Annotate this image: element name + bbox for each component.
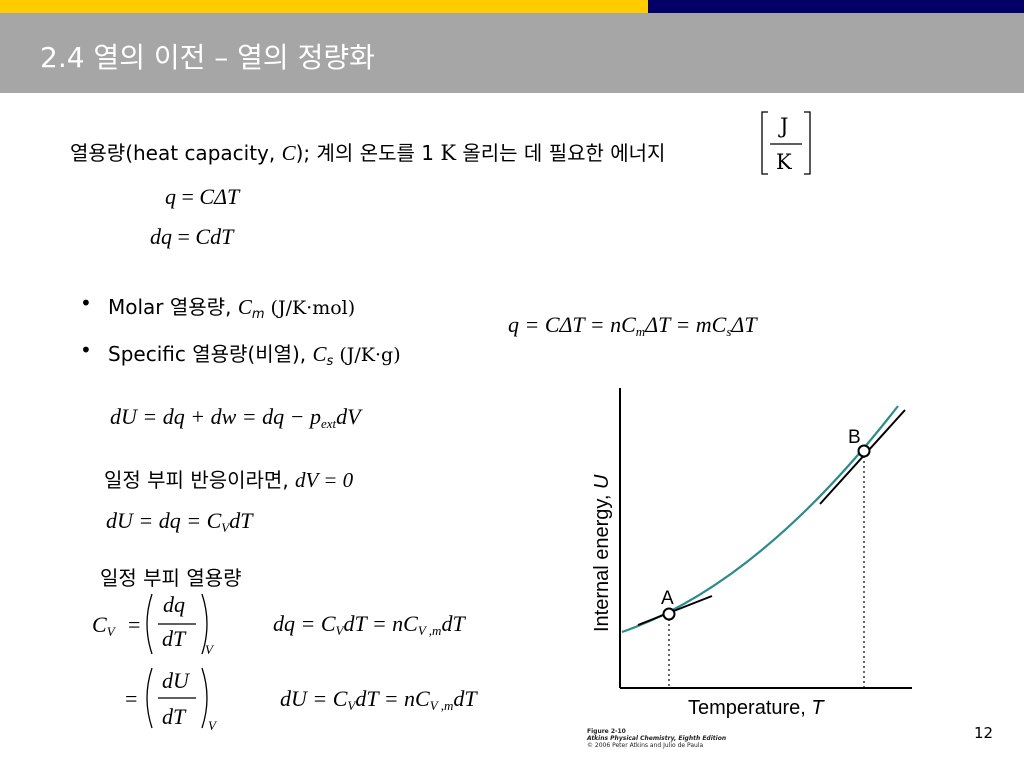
cv-heading: 일정 부피 열용량 <box>100 566 242 590</box>
bullet-molar-sub: m <box>251 307 265 322</box>
eq-right-a: q = CΔT = nC <box>508 312 636 337</box>
title-band <box>0 13 1024 93</box>
unit-bracket <box>761 111 811 175</box>
eq-du-a: dU = dq + dw = dq − p <box>110 404 321 429</box>
cv-frac1-num: dq <box>163 592 185 617</box>
eq-right-c: ΔT <box>731 312 757 337</box>
figure-caption: Figure 2-10 Atkins Physical Chemistry, E… <box>587 728 726 749</box>
unit-numerator: J <box>780 114 789 138</box>
eq-dq-rhs: CdT <box>195 224 234 249</box>
cv-frac2-den: dT <box>162 704 186 729</box>
definition-text-2: ); 계의 온도를 1 <box>295 141 441 165</box>
caption-source: Atkins Physical Chemistry, Eighth Editio… <box>587 735 727 742</box>
top-accent-yellow <box>0 0 648 13</box>
cv-lhs-symbol: C <box>92 612 107 637</box>
caption-figure-number: Figure 2-10 <box>587 728 626 735</box>
bullet-molar-label: Molar 열용량, <box>108 295 238 319</box>
definition-symbol: C <box>281 141 296 165</box>
x-axis-var: T <box>811 697 825 719</box>
point-a-marker <box>662 607 676 621</box>
slide-title: 2.4 열의 이전 – 열의 정량화 <box>40 41 375 74</box>
equation-heat-general: q = CΔT = nCmΔT = mCsΔT <box>508 312 757 340</box>
eq-right-sub1: m <box>635 324 646 339</box>
eq-du2-sub2: V ,m <box>429 698 454 713</box>
eq-dq-sub1: V <box>335 623 344 638</box>
x-axis-label-text: Temperature, <box>688 697 811 719</box>
eq-dq-b: dT = nC <box>343 611 418 636</box>
const-volume-cond: dV = 0 <box>295 468 354 492</box>
eq-du-v-sub: V <box>221 520 230 535</box>
eq-du-v-a: dU = dq = C <box>106 508 222 533</box>
eq-du2-a: dU = C <box>280 686 348 711</box>
eq-right-sub2: s <box>726 324 732 339</box>
heat-capacity-definition: 열용량(heat capacity, C); 계의 온도를 1 K 올리는 데 … <box>70 137 665 166</box>
unit-denominator: K <box>776 150 792 174</box>
point-b-label: B <box>848 427 861 448</box>
bullet-dot: • <box>80 291 92 315</box>
cv-equals: = <box>128 612 141 637</box>
eq-q-rhs: CΔT <box>199 184 240 209</box>
equation-dq-cv: dq = CVdT = nCV ,mdT <box>273 611 465 639</box>
cv-fraction-2-parens <box>146 667 208 729</box>
point-a-label: A <box>661 588 674 609</box>
bullet-specific-sub: s <box>326 354 334 369</box>
constant-volume-condition: 일정 부피 반응이라면, dV = 0 <box>104 464 353 493</box>
cv-lhs: CV <box>92 612 115 640</box>
eq-right-b: ΔT = mC <box>645 312 727 337</box>
eq-dq-a: dq = C <box>273 611 336 636</box>
bullet-specific-unit: (J/K·g) <box>333 344 401 366</box>
const-volume-text: 일정 부피 반응이라면, <box>104 468 296 492</box>
eq-du-b: dV <box>336 404 361 429</box>
y-axis-label: Internal energy, U <box>591 474 613 632</box>
eq-du2-c: dT <box>453 686 477 711</box>
cv-fraction-1-parens <box>146 593 208 655</box>
bullet-molar: Molar 열용량, Cm (J/K·mol) <box>108 291 355 322</box>
eq-dq-c: dT <box>441 611 465 636</box>
caption-copyright: © 2006 Peter Atkins and Julio de Paula <box>587 742 704 749</box>
eq-du-sub: ext <box>320 416 337 431</box>
eq-dq-sub2: V ,m <box>417 623 442 638</box>
equation-du-cvm: dU = CVdT = nCV ,mdT <box>280 686 477 714</box>
y-axis-var: U <box>591 474 613 489</box>
definition-text-3: 올리는 데 필요한 에너지 <box>456 141 666 165</box>
equation-du-cv: dU = dq = CVdT <box>106 508 252 536</box>
definition-unit-k: K <box>440 141 457 165</box>
cv-frac2-sub: V <box>208 718 216 733</box>
eq-q-lhs: q <box>165 184 176 209</box>
cv-equals-2: = <box>125 686 138 711</box>
eq-du2-sub1: V <box>347 698 356 713</box>
equation-q: q = CΔT <box>165 184 240 209</box>
eq-dq-lhs: dq <box>150 224 172 249</box>
tangent-a <box>637 595 713 626</box>
y-axis-label-text: Internal energy, <box>591 489 613 632</box>
eq-du2-b: dT = nC <box>355 686 430 711</box>
bullet-molar-unit: (J/K·mol) <box>264 297 356 319</box>
eq-du-v-b: dT <box>229 508 253 533</box>
cv-frac2-num: dU <box>162 668 189 693</box>
bullet-specific-symbol: C <box>312 342 327 366</box>
point-b-marker <box>857 444 871 458</box>
bullet-specific-label: Specific 열용량(비열), <box>108 342 313 366</box>
bullet-dot: • <box>80 338 92 362</box>
bullet-molar-symbol: C <box>237 295 252 319</box>
page-number: 12 <box>974 724 994 742</box>
equation-du: dU = dq + dw = dq − pextdV <box>110 404 361 432</box>
x-axis-label: Temperature, T <box>688 697 825 719</box>
internal-energy-figure: A B Temperature, T Internal energy, U <box>591 388 912 719</box>
definition-text-1: 열용량(heat capacity, <box>70 141 282 165</box>
cv-lhs-sub: V <box>106 624 115 639</box>
cv-frac1-sub: V <box>205 642 213 657</box>
top-accent-navy <box>648 0 1024 13</box>
cv-frac1-den: dT <box>162 626 186 651</box>
bullet-specific: Specific 열용량(비열), Cs (J/K·g) <box>108 338 401 369</box>
equation-dq: dq = CdT <box>150 224 234 249</box>
